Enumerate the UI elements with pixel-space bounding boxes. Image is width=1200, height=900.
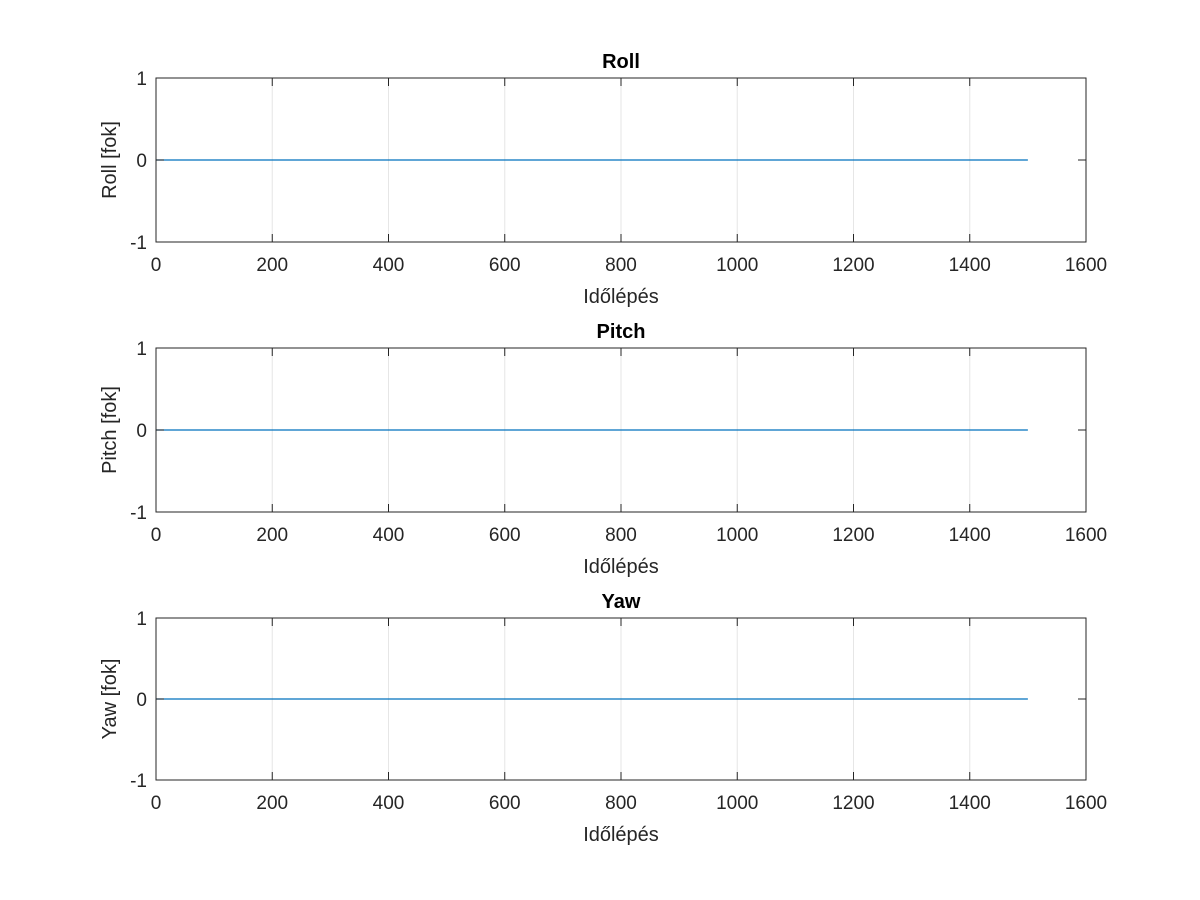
x-tick-label: 800 [605,525,637,546]
x-tick-label: 1200 [832,255,874,276]
y-tick-label: -1 [130,233,147,254]
y-axis-label: Pitch [fok] [99,386,121,474]
x-tick-label: 800 [605,255,637,276]
x-tick-label: 1600 [1065,255,1107,276]
y-tick-label: 0 [136,151,147,172]
x-tick-label: 1400 [949,255,991,276]
chart-title: Yaw [602,591,641,613]
x-tick-label: 600 [489,793,521,814]
y-axis-label: Yaw [fok] [99,659,121,740]
x-axis-label: Időlépés [583,286,659,308]
x-tick-label: 200 [256,255,288,276]
y-tick-label: 1 [136,609,147,630]
y-axis-label: Roll [fok] [99,121,121,199]
y-tick-label: 1 [136,69,147,90]
x-tick-label: 400 [373,525,405,546]
x-tick-label: 400 [373,793,405,814]
x-tick-label: 600 [489,255,521,276]
chart-title: Pitch [597,321,646,343]
x-tick-label: 200 [256,793,288,814]
x-axis-label: Időlépés [583,824,659,846]
y-tick-label: 1 [136,339,147,360]
y-tick-label: 0 [136,421,147,442]
x-tick-label: 0 [151,525,162,546]
x-tick-label: 0 [151,255,162,276]
x-tick-label: 1600 [1065,793,1107,814]
x-tick-label: 200 [256,525,288,546]
x-tick-label: 1000 [716,525,758,546]
subplot-yaw: 0 200 400 600 800 1000 1200 1400 1600-101YawIdől… [99,591,1107,846]
y-tick-label: -1 [130,503,147,524]
x-tick-label: 1600 [1065,525,1107,546]
chart-title: Roll [602,51,640,73]
y-tick-label: 0 [136,690,147,711]
subplot-roll: 0 200 400 600 800 1000 1200 1400 1600-101RollIdő… [99,51,1107,308]
x-tick-label: 1000 [716,793,758,814]
x-tick-label: 1200 [832,793,874,814]
x-tick-label: 0 [151,793,162,814]
x-tick-label: 1000 [716,255,758,276]
y-tick-label: -1 [130,771,147,792]
subplot-pitch: 0 200 400 600 800 1000 1200 1400 1600-101PitchId… [99,321,1107,578]
x-tick-label: 1200 [832,525,874,546]
x-tick-label: 800 [605,793,637,814]
x-tick-label: 600 [489,525,521,546]
x-tick-label: 1400 [949,793,991,814]
x-tick-label: 1400 [949,525,991,546]
x-tick-label: 400 [373,255,405,276]
x-axis-label: Időlépés [583,556,659,578]
